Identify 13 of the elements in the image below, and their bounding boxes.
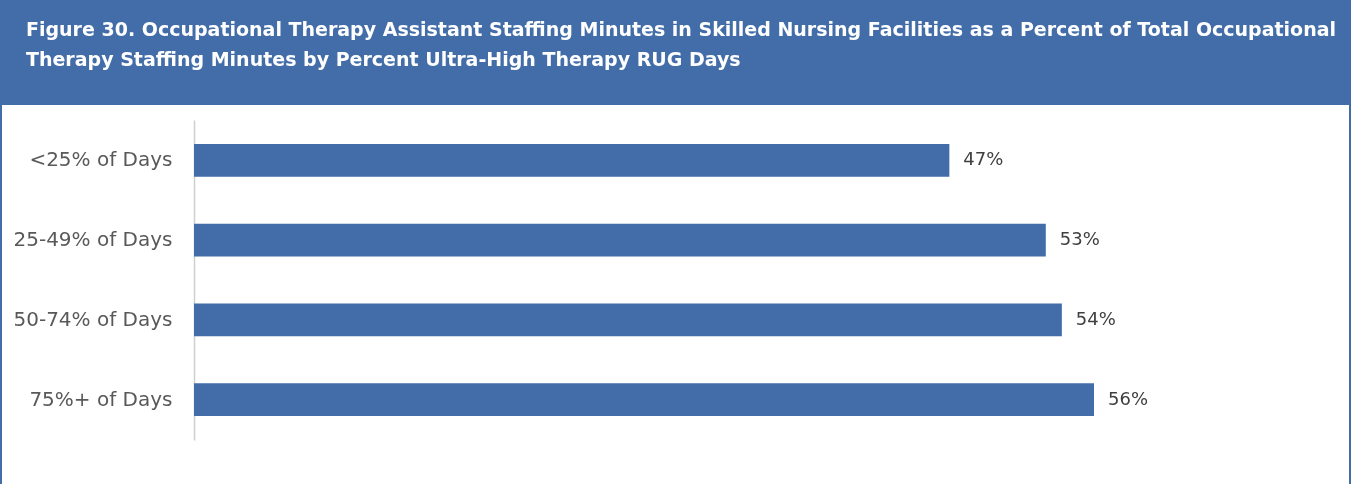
y-tick-label: <25% of Days [29, 147, 173, 172]
data-label: 47% [963, 148, 1004, 170]
bar [194, 223, 1046, 257]
chart-title: Figure 30. Occupational Therapy Assistant Staffing Minutes in Skilled Nursing Facilities as a Percent of Total Occupational Therapy Staffing Minutes by Percent Ultra-High Therapy RUG Days [0, 0, 1351, 105]
bar [194, 383, 1094, 417]
data-label: 56% [1108, 387, 1149, 409]
y-tick-label: 50-74% of Days [13, 306, 173, 331]
bar [194, 143, 950, 177]
data-label: 53% [1059, 228, 1100, 250]
data-label: 54% [1075, 307, 1116, 329]
y-tick-label: 25-49% of Days [13, 227, 173, 252]
bar [194, 303, 1062, 337]
y-tick-label: 75%+ of Days [29, 386, 173, 411]
